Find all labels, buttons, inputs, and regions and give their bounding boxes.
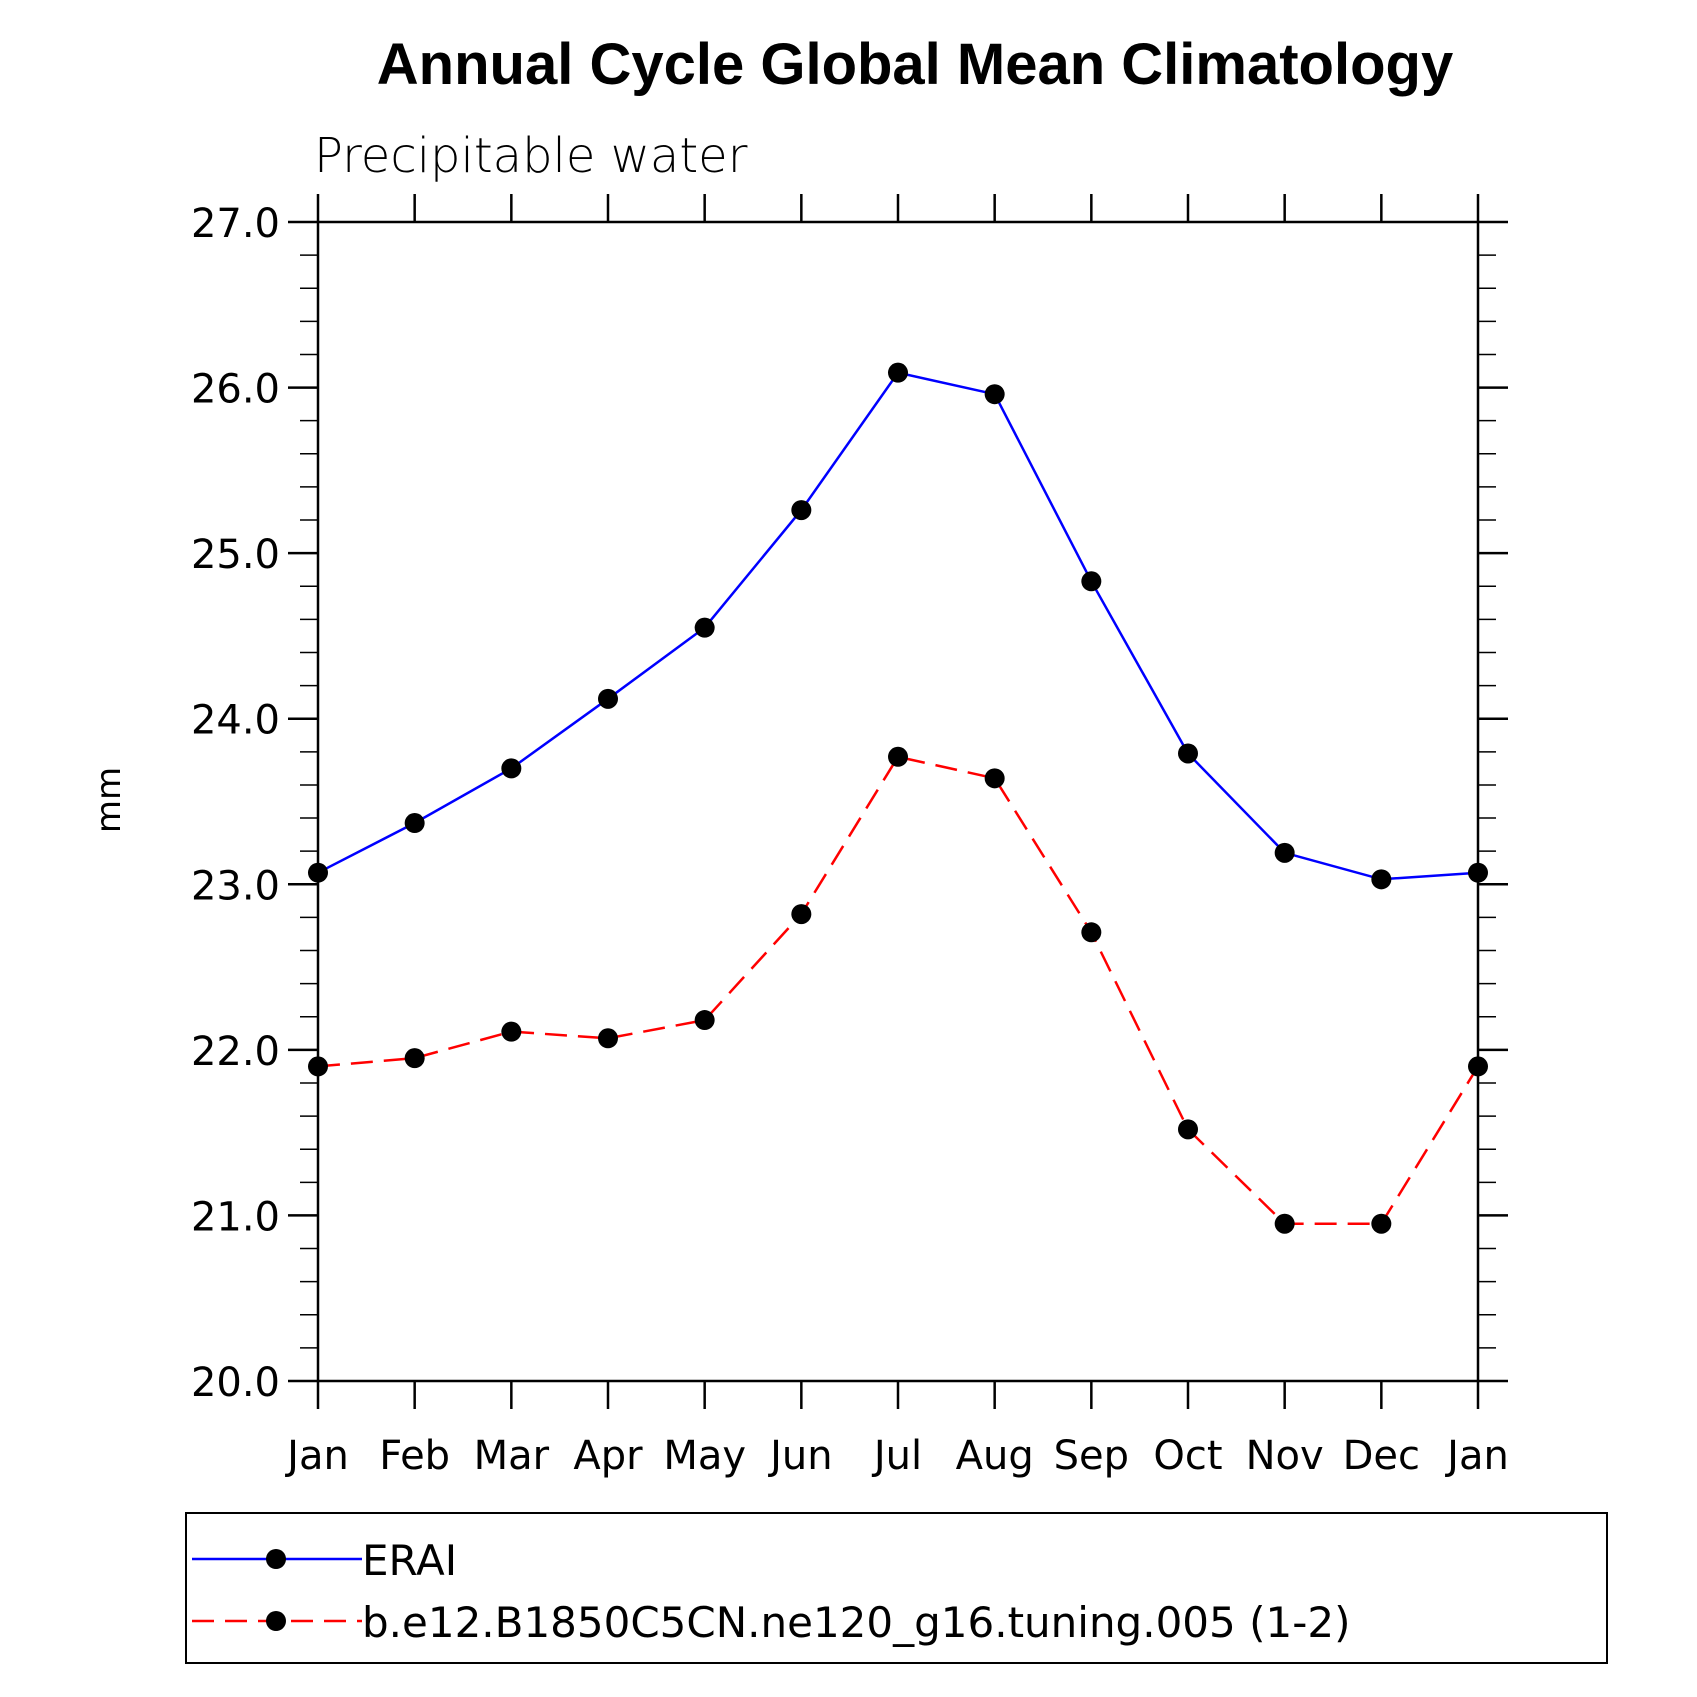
series-1-point	[404, 1048, 425, 1069]
series-1-point	[1178, 1119, 1198, 1140]
series-1-point	[791, 904, 812, 925]
series-0-point	[984, 384, 1005, 405]
series-0-point	[888, 362, 908, 383]
x-tick-label: Feb	[379, 1433, 450, 1479]
series-1-point	[694, 1010, 715, 1031]
y-tick-label: 24.0	[191, 698, 280, 744]
y-tick-label: 23.0	[191, 863, 280, 909]
series-0-point	[694, 617, 715, 638]
x-tick-label: Dec	[1343, 1433, 1420, 1479]
chart-title: Annual Cycle Global Mean Climatology	[377, 32, 1453, 97]
series-1-point	[984, 768, 1005, 789]
series-0-point	[404, 813, 425, 834]
y-tick-label: 22.0	[191, 1029, 280, 1075]
series-0-point	[1468, 862, 1488, 883]
series-0-point	[308, 862, 328, 883]
y-tick-label: 21.0	[191, 1194, 280, 1240]
x-tick-label: Jan	[284, 1433, 349, 1479]
x-tick-label: Nov	[1246, 1433, 1324, 1479]
axes: 20.0 21.0 22.0 23.0 24.0 25.0 26.0 27.0 Jan Feb Ma…	[191, 194, 1509, 1479]
x-tick-label: Jul	[871, 1433, 922, 1479]
series-0-point	[1081, 571, 1102, 592]
y-tick-label: 27.0	[191, 201, 280, 247]
series-1-point	[1468, 1056, 1488, 1077]
series-1-point	[501, 1021, 522, 1042]
x-tick-label: May	[663, 1433, 746, 1479]
series-layer	[308, 362, 1488, 1234]
plot-frame	[316, 220, 1480, 1383]
series-0-point	[1274, 842, 1295, 863]
x-tick-label: Jan	[1444, 1433, 1509, 1479]
series-1-point	[1371, 1213, 1392, 1234]
legend-marker-0	[266, 1549, 286, 1569]
series-1-point	[1081, 922, 1102, 943]
series-1-point	[888, 746, 908, 767]
series-0-point	[501, 758, 522, 779]
legend-label-1: b.e12.B1850C5CN.ne120_g16.tuning.005 (1-…	[362, 1598, 1350, 1647]
chart-subtitle: Precipitable water	[314, 128, 748, 184]
x-tick-label: Aug	[956, 1433, 1034, 1479]
series-0-point	[1371, 869, 1392, 890]
y-axis-label: mm	[89, 767, 129, 833]
series-line-1	[317, 755, 1480, 1225]
legend-label-0: ERAI	[362, 1536, 457, 1585]
legend-marker-1	[266, 1611, 286, 1631]
y-tick-label: 26.0	[191, 367, 280, 413]
series-0-point	[598, 688, 618, 709]
x-tick-label: Oct	[1153, 1433, 1222, 1479]
series-1-point	[308, 1056, 328, 1077]
y-tick-label: 25.0	[191, 532, 280, 578]
series-line-0	[317, 371, 1479, 881]
series-1-point	[1274, 1213, 1295, 1234]
series-1-point	[598, 1028, 618, 1049]
series-0-point	[1178, 743, 1198, 764]
x-tick-label: Apr	[573, 1433, 643, 1479]
legend: ERAI b.e12.B1850C5CN.ne120_g16.tuning.005…	[185, 1512, 1608, 1664]
legend-box	[185, 1512, 1608, 1664]
y-tick-label: 20.0	[191, 1360, 280, 1406]
x-tick-label: Sep	[1054, 1433, 1129, 1479]
x-tick-label: Mar	[474, 1433, 550, 1479]
x-tick-label: Jun	[767, 1433, 833, 1479]
series-0-point	[791, 500, 812, 521]
